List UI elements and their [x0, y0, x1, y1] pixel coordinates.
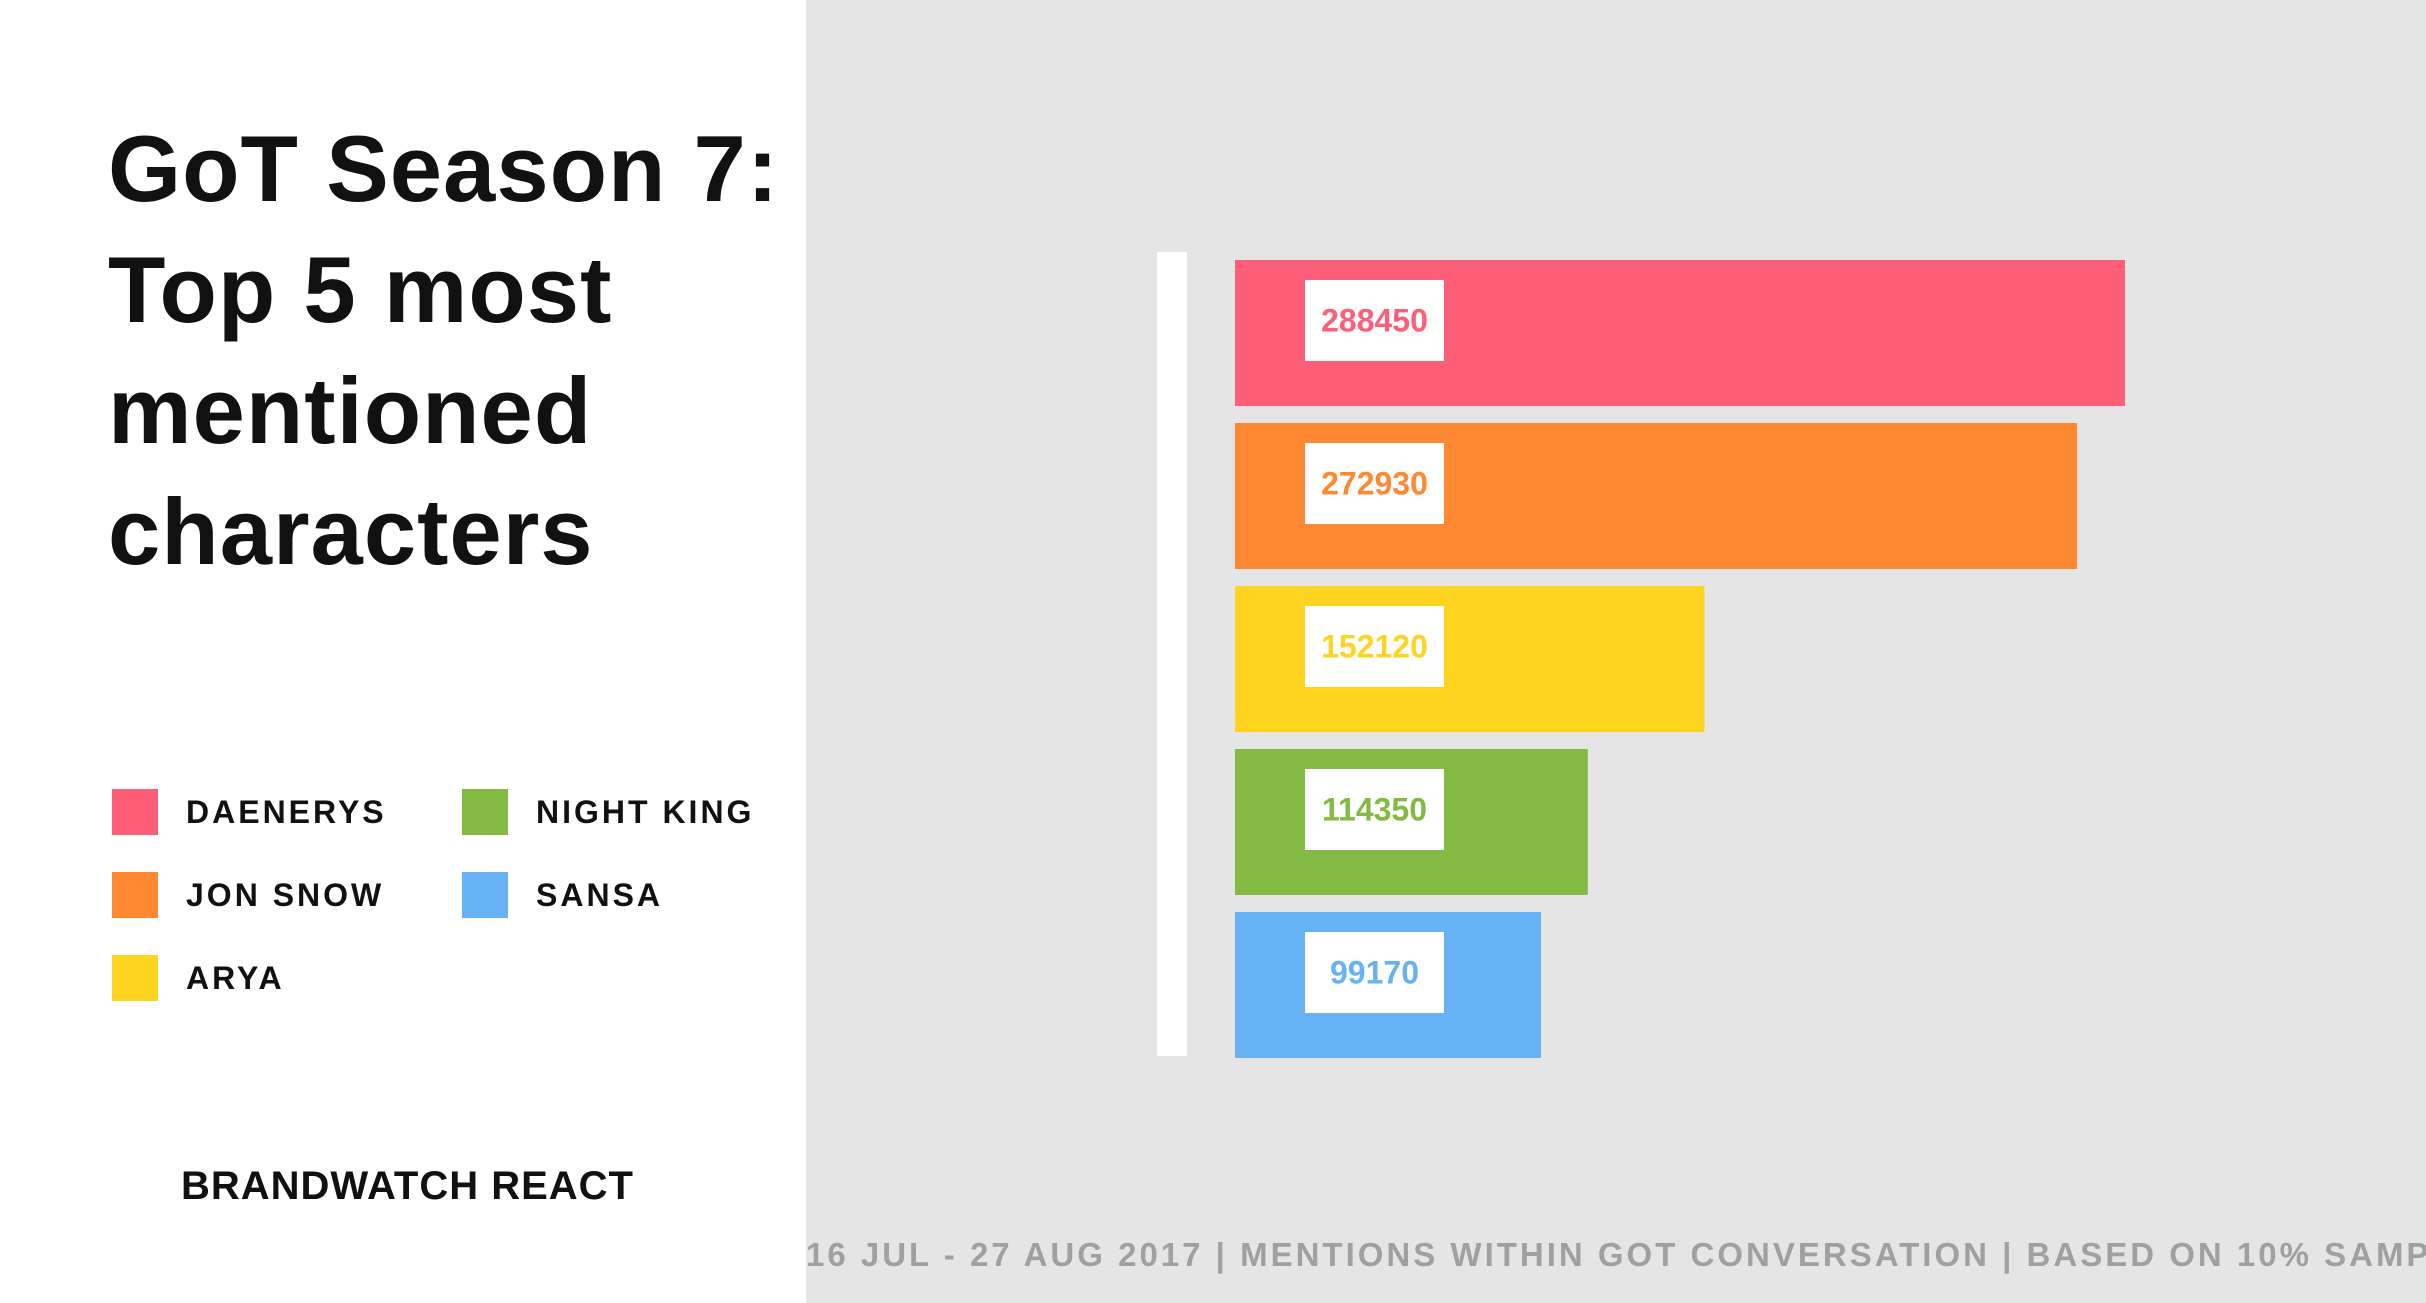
title-line-1: GoT Season 7: [108, 116, 780, 221]
legend-label-daenerys: DAENERYS [186, 794, 387, 830]
value-box-arya [1305, 606, 1444, 687]
left-panel: GoT Season 7: Top 5 most mentioned chara… [0, 0, 806, 1303]
title-line-3: mentioned [108, 358, 593, 463]
bar-chart: 288450 272930 152120 114350 99170 [1157, 252, 2125, 1058]
legend-swatch-jon-snow [112, 872, 158, 918]
value-box-daenerys [1305, 280, 1444, 361]
legend-label-jon-snow: JON SNOW [186, 877, 385, 913]
chart-panel: 288450 272930 152120 114350 99170 16 JUL - 2… [806, 0, 2426, 1303]
title-line-2: Top 5 most [108, 237, 613, 342]
legend-label-arya: ARYA [186, 960, 285, 996]
value-box-sansa [1305, 932, 1444, 1013]
legend-label-night-king: NIGHT KING [536, 794, 755, 830]
data-label-night-king: 114350 [1322, 792, 1427, 828]
legend-swatch-daenerys [112, 789, 158, 835]
footnote: 16 JUL - 27 AUG 2017 | MENTIONS WITHIN G… [806, 1236, 2426, 1273]
legend-swatch-arya [112, 955, 158, 1001]
legend-label-sansa: SANSA [536, 877, 664, 913]
y-axis-line [1157, 252, 1187, 1056]
data-label-jon-snow: 272930 [1321, 466, 1428, 502]
chart-title: GoT Season 7: Top 5 most mentioned chara… [108, 108, 798, 592]
value-box-jon-snow [1305, 443, 1444, 524]
data-label-sansa: 99170 [1330, 955, 1419, 991]
data-label-daenerys: 288450 [1321, 303, 1428, 339]
brand-logo-text: BRANDWATCH REACT [181, 1164, 634, 1208]
title-line-4: characters [108, 479, 594, 584]
legend-swatch-sansa [462, 872, 508, 918]
value-box-night-king [1305, 769, 1444, 850]
legend-swatch-night-king [462, 789, 508, 835]
data-label-arya: 152120 [1321, 629, 1428, 665]
